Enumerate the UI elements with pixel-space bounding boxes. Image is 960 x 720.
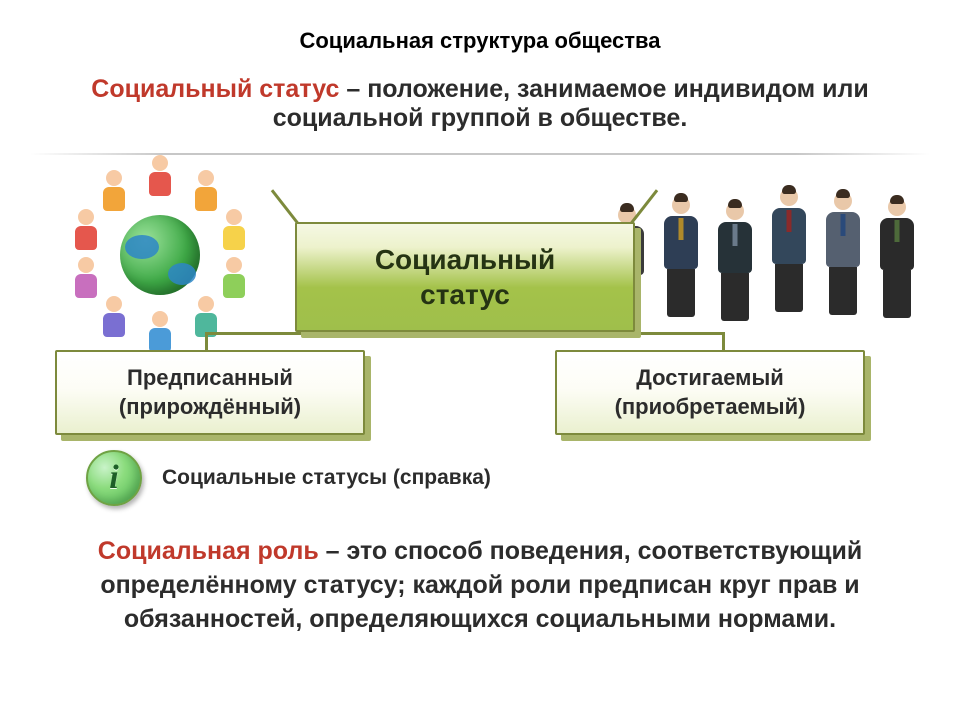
- definition-social-role: Социальная роль – это способ поведения, …: [70, 535, 890, 636]
- info-glyph: i: [109, 459, 118, 497]
- info-label: Социальные статусы (справка): [162, 466, 491, 490]
- kid-icon: [217, 209, 251, 253]
- node-social-status: Социальный статус: [295, 222, 635, 332]
- node-left-line2: (прирождённый): [79, 393, 341, 422]
- kid-icon: [189, 170, 223, 214]
- kid-icon: [97, 296, 131, 340]
- kid-icon: [69, 257, 103, 301]
- info-icon[interactable]: i: [86, 450, 142, 506]
- kid-icon: [69, 209, 103, 253]
- node-center-line2: статус: [341, 277, 589, 312]
- person-icon: [764, 188, 814, 336]
- node-center-line1: Социальный: [341, 242, 589, 277]
- page-title: Социальная структура общества: [0, 28, 960, 54]
- node-achieved-status: Достигаемый (приобретаемый): [555, 350, 865, 435]
- definition-social-status: Социальный статус – положение, занимаемо…: [60, 75, 900, 133]
- kid-icon: [97, 170, 131, 214]
- earth-icon: [120, 215, 200, 295]
- globe-children-illustration: [65, 160, 255, 350]
- node-left-line1: Предписанный: [79, 364, 341, 393]
- person-icon: [656, 196, 706, 336]
- person-icon: [872, 198, 922, 336]
- person-icon: [710, 202, 760, 336]
- node-right-line1: Достигаемый: [579, 364, 841, 393]
- definition1-dash: –: [339, 75, 367, 103]
- kid-icon: [217, 257, 251, 301]
- person-icon: [818, 192, 868, 336]
- business-people-illustration: [602, 166, 922, 336]
- definition2-term: Социальная роль: [98, 537, 319, 565]
- kid-icon: [143, 311, 177, 355]
- kid-icon: [143, 155, 177, 199]
- definition1-term: Социальный статус: [91, 75, 339, 103]
- definition2-dash: –: [319, 537, 347, 565]
- status-tree-diagram: Социальный статус Предписанный (прирождё…: [0, 160, 960, 480]
- node-prescribed-status: Предписанный (прирождённый): [55, 350, 365, 435]
- node-right-line2: (приобретаемый): [579, 393, 841, 422]
